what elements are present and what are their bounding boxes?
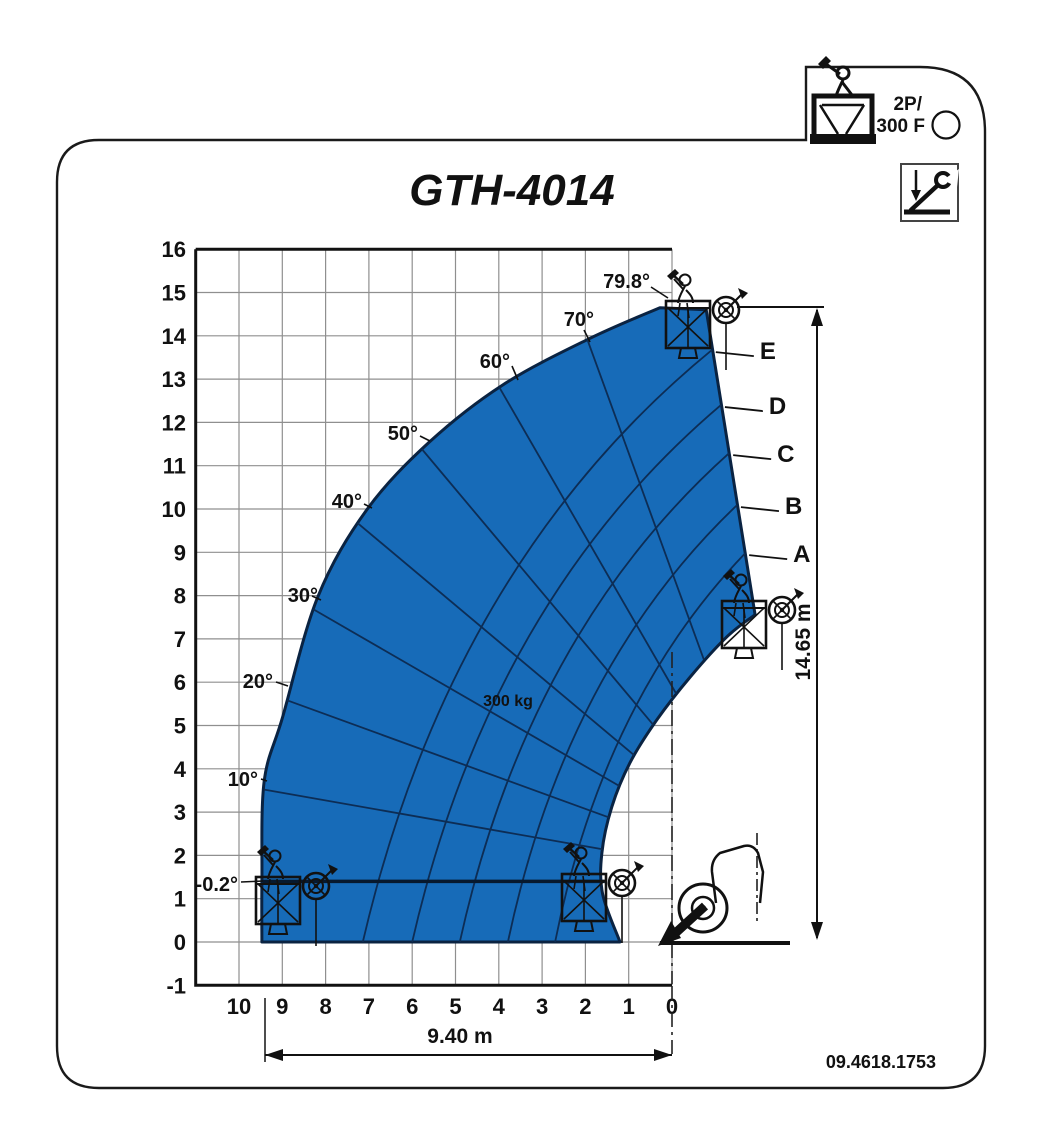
- extension-arc: [507, 504, 738, 942]
- angle-tick: [650, 286, 669, 299]
- arrow-left-icon: [265, 1049, 283, 1061]
- stage-leader: [749, 554, 788, 561]
- arrow-down-icon: [811, 922, 823, 940]
- y-tick-label: 6: [174, 670, 186, 695]
- boom-angle-label: 79.8°: [603, 271, 650, 293]
- x-tick-label: 7: [363, 994, 375, 1019]
- boom-angle-line: [310, 607, 621, 787]
- arrow-up-icon: [811, 308, 823, 326]
- machine-icon: [658, 833, 790, 946]
- stage-leader: [733, 454, 772, 461]
- capacity-text-line1: 2P/: [893, 94, 922, 115]
- angle-tick: [363, 503, 373, 509]
- angle-tick: [260, 778, 268, 782]
- grid-border: [194, 247, 672, 987]
- x-tick-label: 4: [493, 994, 506, 1019]
- boom-angle-line: [586, 339, 705, 660]
- x-tick-label: 5: [449, 994, 461, 1019]
- x-tick-label: 6: [406, 994, 418, 1019]
- boom-angle-label: 50°: [388, 423, 418, 445]
- extension-arc: [554, 552, 746, 942]
- stage-letter: E: [760, 338, 776, 365]
- boom-angle-label: 70°: [564, 309, 594, 331]
- y-tick-label: 13: [162, 367, 186, 392]
- stage-letter: A: [793, 541, 810, 568]
- y-tick-label: 0: [174, 930, 186, 955]
- stage-letter: D: [769, 393, 786, 420]
- boom-angle-label: 20°: [243, 671, 273, 693]
- y-tick-label: 3: [174, 800, 186, 825]
- boom-angle-line: [498, 386, 678, 695]
- max-reach-label: 9.40 m: [427, 1025, 492, 1048]
- stage-leader: [715, 351, 754, 357]
- x-tick-label: 3: [536, 994, 548, 1019]
- boom-lattice: [264, 339, 746, 942]
- boom-angle-label: 60°: [480, 351, 510, 373]
- capacity-legend: 2P/ 300 F: [810, 56, 961, 144]
- max-height-label: 14.65 m: [792, 603, 815, 680]
- service-wrench-icon: [900, 163, 959, 222]
- page-title: GTH-4014: [409, 166, 614, 215]
- angle-tick: [583, 329, 591, 343]
- y-tick-label: 10: [162, 497, 186, 522]
- y-tick-label: 9: [174, 540, 186, 565]
- capacity-text-line2: 300 F: [876, 116, 925, 137]
- boom-angle-label: 30°: [288, 585, 318, 607]
- boom-angle-line: [264, 788, 603, 851]
- boom-angle-label: 40°: [332, 491, 362, 513]
- x-tick-label: 9: [276, 994, 288, 1019]
- angle-tick: [419, 435, 431, 442]
- y-tick-label: 2: [174, 843, 186, 868]
- x-tick-label: 2: [579, 994, 591, 1019]
- angle-tick: [511, 365, 519, 381]
- extension-arc: [458, 452, 730, 942]
- y-tick-label: 7: [174, 627, 186, 652]
- x-tick-label: 8: [319, 994, 331, 1019]
- y-tick-label: 5: [174, 714, 186, 739]
- y-tick-label: 4: [174, 757, 187, 782]
- arrow-right-icon: [654, 1049, 672, 1061]
- sheet-border: [55, 65, 987, 1090]
- part-number: 09.4618.1753: [826, 1052, 936, 1072]
- stage-leader: [740, 506, 780, 512]
- fender-outline: [710, 844, 765, 904]
- wheel-icon: [677, 882, 729, 934]
- stage-letter: B: [785, 493, 802, 520]
- y-tick-label: 8: [174, 584, 186, 609]
- boom-angle-line: [420, 447, 655, 727]
- boom-angle-line: [285, 699, 610, 819]
- angle-tick: [275, 681, 289, 687]
- extension-arc: [361, 349, 713, 942]
- x-tick-label: 10: [227, 994, 251, 1019]
- y-tick-label: 14: [162, 324, 187, 349]
- y-tick-label: -1: [166, 973, 186, 998]
- boom-tip-icon: [658, 921, 681, 946]
- height-dimension: 14.65 m: [737, 306, 824, 940]
- y-tick-label: 12: [162, 410, 186, 435]
- boom-angle-label: 10°: [228, 769, 258, 791]
- y-tick-label: 1: [174, 887, 186, 912]
- platform-capacity-icon: [810, 56, 876, 144]
- angle-tick: [240, 880, 264, 883]
- boom-angle-line: [355, 521, 636, 757]
- reach-dimension: 9.40 m: [265, 1025, 672, 1061]
- extension-arc: [411, 404, 722, 942]
- angle-tick: [311, 595, 322, 601]
- stage-leader: [724, 406, 764, 412]
- capacity-label: 300 kg: [483, 693, 533, 710]
- y-tick-label: 11: [163, 454, 186, 479]
- boom-angle-label: -0.2°: [196, 874, 238, 896]
- y-tick-label: 16: [162, 237, 186, 262]
- stage-letter: C: [777, 441, 794, 468]
- y-tick-label: 15: [162, 281, 186, 306]
- x-tick-label: 1: [623, 994, 635, 1019]
- legend-circle-icon: [931, 110, 961, 140]
